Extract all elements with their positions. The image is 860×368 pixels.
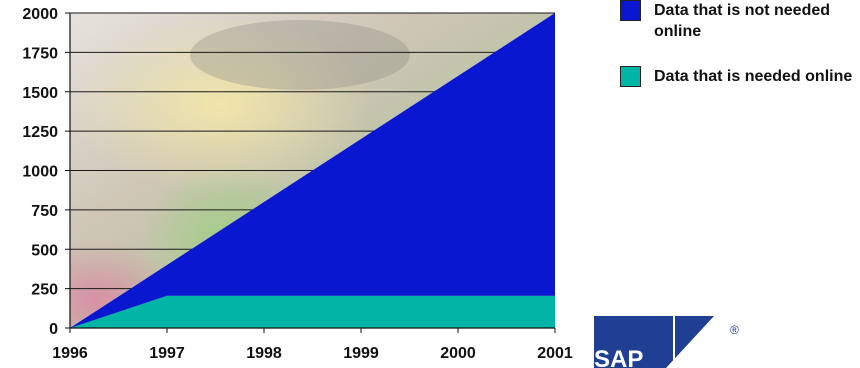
y-tick-label: 250 xyxy=(31,282,58,299)
area-data-that-is-not-needed-online xyxy=(70,13,555,328)
series-areas xyxy=(70,13,555,328)
registered-mark: ® xyxy=(730,323,739,337)
y-tick-label: 1750 xyxy=(22,45,58,62)
legend: Data that is not needed online Data that… xyxy=(620,0,860,124)
legend-item-not-needed-online: Data that is not needed online xyxy=(620,0,860,62)
y-tick-label: 750 xyxy=(31,203,58,220)
x-tick-label: 1996 xyxy=(52,345,88,362)
legend-swatch-teal xyxy=(620,66,641,87)
y-tick-label: 2000 xyxy=(22,6,58,23)
x-tick-label: 1999 xyxy=(343,345,379,362)
legend-item-needed-online: Data that is needed online xyxy=(620,62,860,124)
x-tick-label: 2001 xyxy=(537,345,573,362)
y-tick-label: 500 xyxy=(31,242,58,259)
y-tick-label: 1000 xyxy=(22,164,58,181)
y-axis-tick-labels: 0 250 500 750 1000 1250 1500 1750 2000 xyxy=(22,6,58,338)
sap-logo-text: SAP xyxy=(594,346,643,368)
legend-label: Data that is needed online xyxy=(654,68,853,85)
sap-logo: SAP ® xyxy=(594,316,739,368)
x-tick-label: 1998 xyxy=(246,345,282,362)
x-axis-tick-labels: 1996 1997 1998 1999 2000 2001 xyxy=(52,345,573,362)
legend-label: Data that is not needed online xyxy=(654,2,831,40)
legend-swatch-blue xyxy=(620,0,641,21)
y-tick-label: 1250 xyxy=(22,124,58,141)
axes xyxy=(65,12,556,333)
area-data-that-is-needed-online xyxy=(70,295,555,328)
y-tick-label: 1500 xyxy=(22,85,58,102)
x-tick-label: 2000 xyxy=(440,345,476,362)
x-tick-label: 1997 xyxy=(149,345,185,362)
y-tick-label: 0 xyxy=(49,321,58,338)
